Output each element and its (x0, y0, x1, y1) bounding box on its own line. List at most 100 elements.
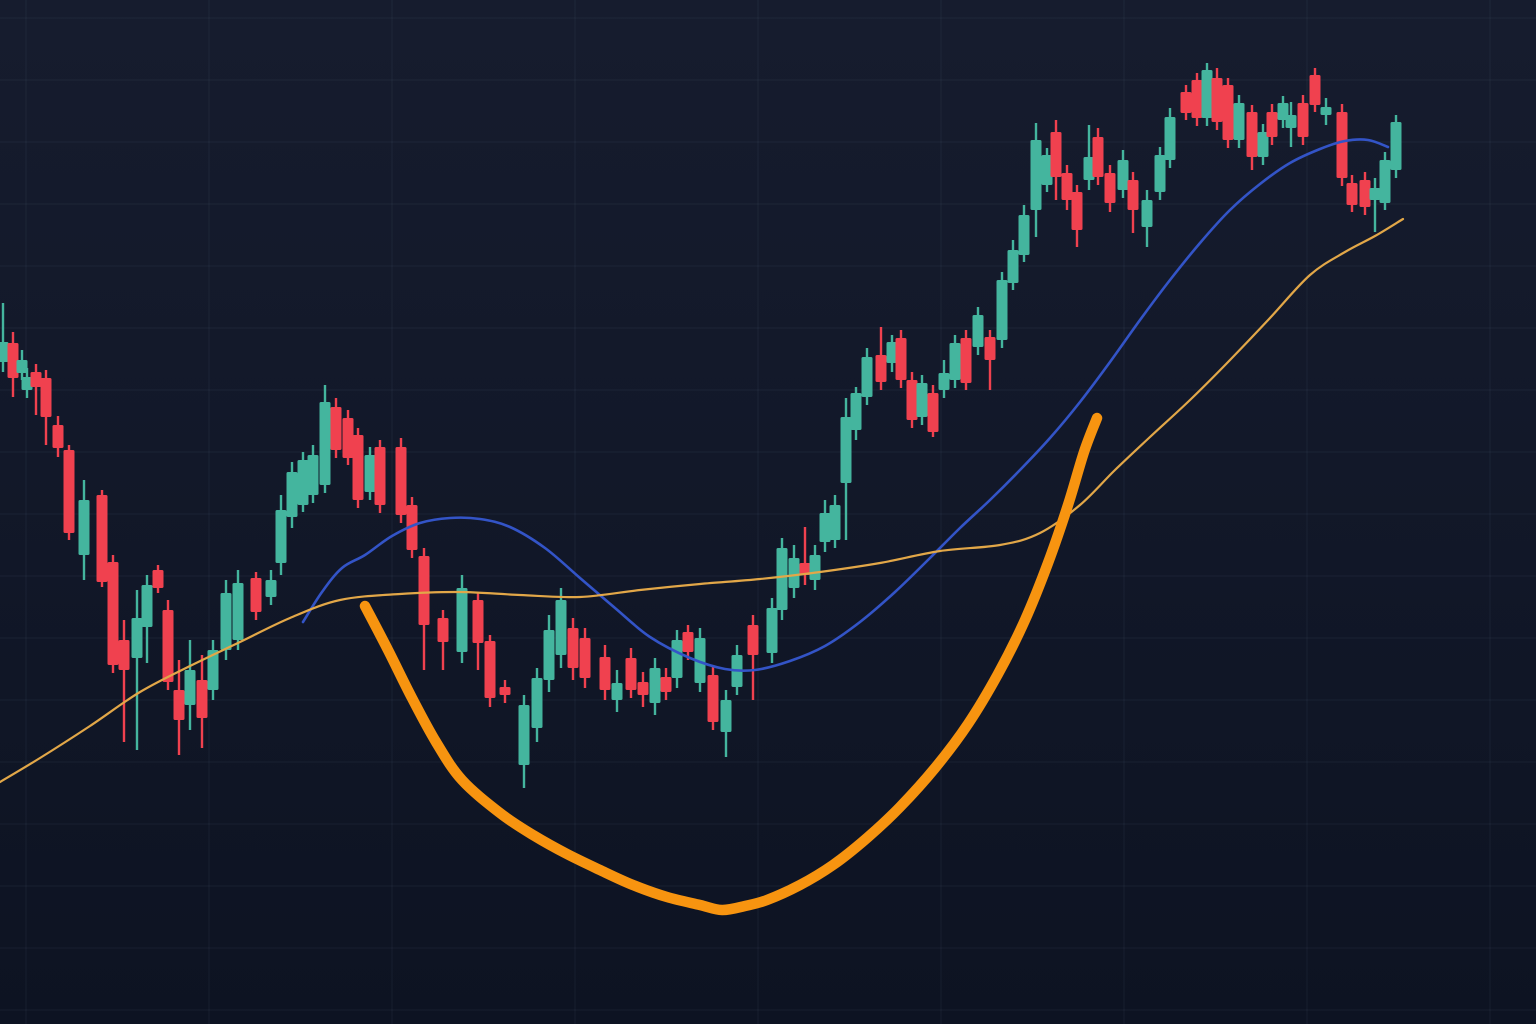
candle-body (207, 650, 219, 690)
candle-body (1104, 173, 1116, 203)
candle-body (555, 600, 567, 655)
candle-up (1320, 98, 1332, 125)
candle-up (555, 588, 567, 668)
candle-up (996, 272, 1008, 348)
candle-up (694, 628, 706, 692)
candle-body (1359, 180, 1371, 207)
candle-body (418, 556, 430, 625)
candle-body (776, 548, 788, 610)
candle-up (0, 303, 9, 372)
candle-body (1309, 75, 1321, 105)
candle-up (766, 598, 778, 663)
candle-body (78, 500, 90, 555)
candle-down (395, 438, 407, 523)
candle-body (1201, 70, 1213, 118)
candle-body (1018, 215, 1030, 255)
candle-up (720, 690, 732, 757)
candle-body (906, 380, 918, 420)
candle-up (1369, 178, 1381, 232)
candle-up (1285, 102, 1297, 147)
candle-up (671, 630, 683, 688)
candle-down (406, 497, 418, 558)
candle-down (906, 372, 918, 428)
candle-body (518, 705, 530, 765)
candle-up (307, 445, 319, 503)
candle-body (960, 338, 972, 383)
candle-up (809, 545, 821, 590)
candle-body (1030, 140, 1042, 210)
candle-body (342, 418, 354, 458)
candle-down (40, 370, 52, 445)
candle-down (352, 428, 364, 508)
candle-body (1071, 192, 1083, 230)
candle-down (63, 445, 75, 540)
candle-body (275, 510, 287, 563)
candle-body (531, 678, 543, 728)
candle-body (330, 407, 342, 450)
candle-body (286, 472, 298, 517)
candle-body (579, 638, 591, 678)
candle-down (374, 440, 386, 513)
candle-body (1379, 160, 1391, 203)
candle-body (861, 357, 873, 397)
candle-body (916, 383, 928, 417)
candle-down (1297, 95, 1309, 145)
candle-body (196, 680, 208, 718)
candle-body (694, 638, 706, 683)
candle-up (207, 640, 219, 700)
candle-body (395, 447, 407, 515)
candle-body (131, 618, 143, 658)
candle-up (21, 368, 33, 398)
candle-down (499, 680, 511, 703)
candle-down (747, 615, 759, 700)
candle-body (720, 700, 732, 732)
candle-body (184, 670, 196, 705)
candle-up (840, 398, 852, 540)
candle-down (418, 548, 430, 670)
candle-up (850, 387, 862, 440)
candle-body (1285, 115, 1297, 128)
candle-body (484, 641, 496, 698)
candle-body (1233, 103, 1245, 140)
candle-body (1369, 188, 1381, 200)
candle-body (232, 583, 244, 640)
candle-down (1071, 185, 1083, 247)
candle-down (472, 592, 484, 670)
candle-body (0, 342, 9, 362)
candle-down (1346, 175, 1358, 212)
candle-body (437, 618, 449, 642)
candle-down (707, 665, 719, 730)
candle-down (1246, 105, 1258, 170)
candle-up (518, 695, 530, 788)
candle-body (599, 657, 611, 690)
candle-down (52, 416, 64, 457)
candle-body (1141, 200, 1153, 227)
candle-body (30, 372, 42, 387)
candle-body (799, 563, 811, 575)
candle-body (788, 558, 800, 588)
candle-up (1007, 240, 1019, 290)
candle-up (364, 447, 376, 500)
candle-body (1297, 103, 1309, 137)
candle-down (1104, 165, 1116, 212)
candle-down (599, 645, 611, 700)
candle-up (16, 350, 28, 380)
candle-up (1379, 152, 1391, 210)
candle-down (637, 672, 649, 707)
candle-up (819, 500, 831, 552)
candle-body (220, 593, 232, 650)
candle-down (1222, 78, 1234, 148)
candle-down (30, 364, 42, 415)
candle-up (1030, 123, 1042, 237)
candle-body (21, 377, 33, 390)
candle-body (850, 393, 862, 430)
candle-down (1336, 104, 1348, 186)
candle-body (173, 690, 185, 720)
candle-body (1164, 117, 1176, 160)
candle-down (437, 610, 449, 670)
candle-down (330, 398, 342, 458)
candle-up (131, 590, 143, 750)
candle-down (960, 330, 972, 390)
candle-body (1222, 85, 1234, 140)
